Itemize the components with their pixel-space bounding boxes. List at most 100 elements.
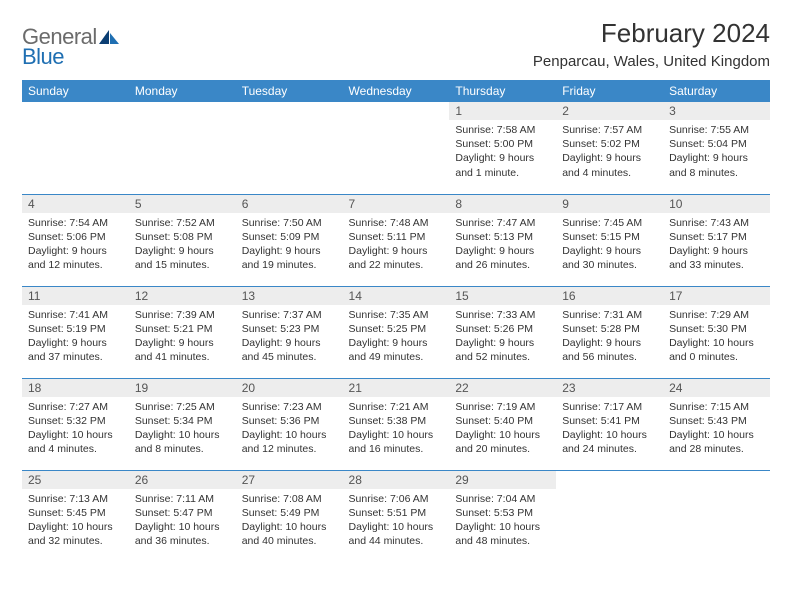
day-number: 3 [663,102,770,120]
day-details: Sunrise: 7:35 AMSunset: 5:25 PMDaylight:… [343,305,450,371]
day-number: 23 [556,379,663,397]
calendar-cell: 16Sunrise: 7:31 AMSunset: 5:28 PMDayligh… [556,286,663,378]
day-details: Sunrise: 7:04 AMSunset: 5:53 PMDaylight:… [449,489,556,555]
header: General Blue February 2024 Penparcau, Wa… [22,18,770,70]
daylight-text: Daylight: 9 hours and 1 minute. [455,151,550,179]
sunset-text: Sunset: 5:08 PM [135,230,230,244]
daylight-text: Daylight: 10 hours and 4 minutes. [28,428,123,456]
sunrise-text: Sunrise: 7:21 AM [349,400,444,414]
sunrise-text: Sunrise: 7:23 AM [242,400,337,414]
daylight-text: Daylight: 9 hours and 30 minutes. [562,244,657,272]
sunrise-text: Sunrise: 7:41 AM [28,308,123,322]
dow-monday: Monday [129,80,236,102]
calendar-cell: 5Sunrise: 7:52 AMSunset: 5:08 PMDaylight… [129,194,236,286]
daylight-text: Daylight: 10 hours and 28 minutes. [669,428,764,456]
sunset-text: Sunset: 5:30 PM [669,322,764,336]
sunrise-text: Sunrise: 7:11 AM [135,492,230,506]
dow-friday: Friday [556,80,663,102]
sunset-text: Sunset: 5:28 PM [562,322,657,336]
daylight-text: Daylight: 10 hours and 40 minutes. [242,520,337,548]
day-number: 1 [449,102,556,120]
day-number: 13 [236,287,343,305]
day-number: 14 [343,287,450,305]
calendar-body: 1Sunrise: 7:58 AMSunset: 5:00 PMDaylight… [22,102,770,562]
calendar-cell [663,470,770,562]
calendar-cell: 24Sunrise: 7:15 AMSunset: 5:43 PMDayligh… [663,378,770,470]
calendar-cell: 1Sunrise: 7:58 AMSunset: 5:00 PMDaylight… [449,102,556,194]
daylight-text: Daylight: 9 hours and 26 minutes. [455,244,550,272]
calendar-cell [129,102,236,194]
day-number: 7 [343,195,450,213]
sunrise-text: Sunrise: 7:55 AM [669,123,764,137]
daylight-text: Daylight: 9 hours and 8 minutes. [669,151,764,179]
daylight-text: Daylight: 10 hours and 48 minutes. [455,520,550,548]
day-details: Sunrise: 7:45 AMSunset: 5:15 PMDaylight:… [556,213,663,279]
day-details: Sunrise: 7:23 AMSunset: 5:36 PMDaylight:… [236,397,343,463]
day-details: Sunrise: 7:19 AMSunset: 5:40 PMDaylight:… [449,397,556,463]
daylight-text: Daylight: 10 hours and 20 minutes. [455,428,550,456]
dow-wednesday: Wednesday [343,80,450,102]
calendar-cell: 17Sunrise: 7:29 AMSunset: 5:30 PMDayligh… [663,286,770,378]
sunset-text: Sunset: 5:21 PM [135,322,230,336]
day-number: 29 [449,471,556,489]
calendar-cell [22,102,129,194]
day-number: 21 [343,379,450,397]
calendar-cell [556,470,663,562]
daylight-text: Daylight: 10 hours and 24 minutes. [562,428,657,456]
day-number: 25 [22,471,129,489]
dow-thursday: Thursday [449,80,556,102]
day-number: 19 [129,379,236,397]
day-details: Sunrise: 7:13 AMSunset: 5:45 PMDaylight:… [22,489,129,555]
sunset-text: Sunset: 5:09 PM [242,230,337,244]
day-details: Sunrise: 7:55 AMSunset: 5:04 PMDaylight:… [663,120,770,186]
day-details: Sunrise: 7:39 AMSunset: 5:21 PMDaylight:… [129,305,236,371]
sunset-text: Sunset: 5:43 PM [669,414,764,428]
daylight-text: Daylight: 9 hours and 33 minutes. [669,244,764,272]
day-number: 15 [449,287,556,305]
sunrise-text: Sunrise: 7:33 AM [455,308,550,322]
day-details: Sunrise: 7:50 AMSunset: 5:09 PMDaylight:… [236,213,343,279]
dow-tuesday: Tuesday [236,80,343,102]
daylight-text: Daylight: 10 hours and 8 minutes. [135,428,230,456]
daylight-text: Daylight: 9 hours and 41 minutes. [135,336,230,364]
day-details: Sunrise: 7:25 AMSunset: 5:34 PMDaylight:… [129,397,236,463]
sunrise-text: Sunrise: 7:06 AM [349,492,444,506]
sunrise-text: Sunrise: 7:45 AM [562,216,657,230]
day-details: Sunrise: 7:37 AMSunset: 5:23 PMDaylight:… [236,305,343,371]
daylight-text: Daylight: 9 hours and 19 minutes. [242,244,337,272]
day-number [22,102,129,106]
calendar-cell: 2Sunrise: 7:57 AMSunset: 5:02 PMDaylight… [556,102,663,194]
sunrise-text: Sunrise: 7:35 AM [349,308,444,322]
day-details: Sunrise: 7:11 AMSunset: 5:47 PMDaylight:… [129,489,236,555]
sunset-text: Sunset: 5:25 PM [349,322,444,336]
day-number: 12 [129,287,236,305]
daylight-text: Daylight: 9 hours and 22 minutes. [349,244,444,272]
daylight-text: Daylight: 9 hours and 12 minutes. [28,244,123,272]
sunrise-text: Sunrise: 7:25 AM [135,400,230,414]
calendar-cell: 3Sunrise: 7:55 AMSunset: 5:04 PMDaylight… [663,102,770,194]
sunset-text: Sunset: 5:36 PM [242,414,337,428]
sunset-text: Sunset: 5:53 PM [455,506,550,520]
calendar-cell: 15Sunrise: 7:33 AMSunset: 5:26 PMDayligh… [449,286,556,378]
day-number: 20 [236,379,343,397]
calendar-cell: 19Sunrise: 7:25 AMSunset: 5:34 PMDayligh… [129,378,236,470]
day-details: Sunrise: 7:41 AMSunset: 5:19 PMDaylight:… [22,305,129,371]
sunrise-text: Sunrise: 7:57 AM [562,123,657,137]
sunset-text: Sunset: 5:26 PM [455,322,550,336]
sunrise-text: Sunrise: 7:39 AM [135,308,230,322]
day-details: Sunrise: 7:17 AMSunset: 5:41 PMDaylight:… [556,397,663,463]
sunrise-text: Sunrise: 7:04 AM [455,492,550,506]
month-title: February 2024 [533,18,770,49]
day-number: 18 [22,379,129,397]
sunset-text: Sunset: 5:11 PM [349,230,444,244]
calendar-cell: 26Sunrise: 7:11 AMSunset: 5:47 PMDayligh… [129,470,236,562]
calendar-cell: 8Sunrise: 7:47 AMSunset: 5:13 PMDaylight… [449,194,556,286]
day-number: 24 [663,379,770,397]
calendar-row: 18Sunrise: 7:27 AMSunset: 5:32 PMDayligh… [22,378,770,470]
day-details: Sunrise: 7:54 AMSunset: 5:06 PMDaylight:… [22,213,129,279]
sunrise-text: Sunrise: 7:29 AM [669,308,764,322]
day-number [663,471,770,475]
day-number: 9 [556,195,663,213]
day-number: 4 [22,195,129,213]
calendar-cell: 25Sunrise: 7:13 AMSunset: 5:45 PMDayligh… [22,470,129,562]
